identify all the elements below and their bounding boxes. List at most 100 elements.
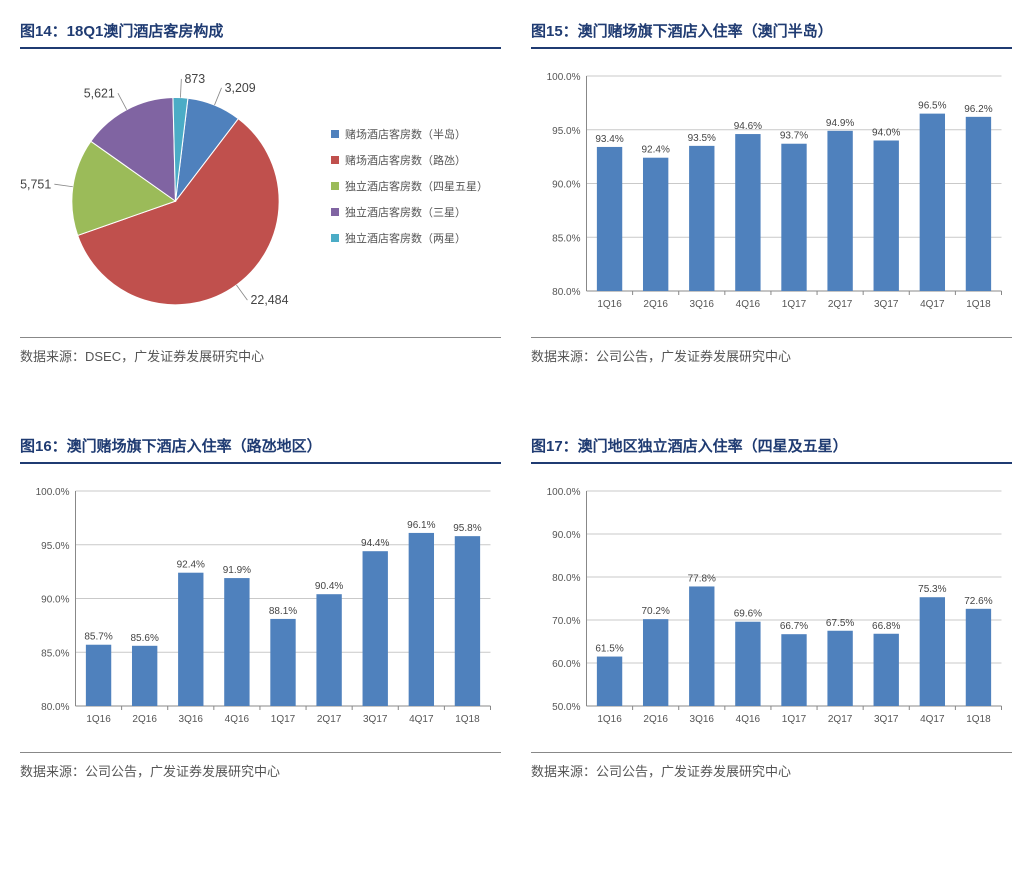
data-source: 数据来源：公司公告，广发证券发展研究中心	[531, 752, 1012, 780]
svg-text:5,621: 5,621	[84, 87, 115, 101]
svg-text:4Q17: 4Q17	[409, 714, 434, 725]
svg-text:2Q17: 2Q17	[828, 299, 853, 310]
legend-item: 独立酒店客房数（两星）	[331, 230, 501, 246]
panel-title: 图14：18Q1澳门酒店客房构成	[20, 20, 501, 49]
legend-swatch	[331, 234, 339, 242]
svg-text:92.4%: 92.4%	[641, 145, 669, 156]
svg-text:93.5%: 93.5%	[688, 133, 716, 144]
legend-item: 赌场酒店客房数（半岛）	[331, 126, 501, 142]
svg-text:91.9%: 91.9%	[223, 565, 251, 576]
svg-text:77.8%: 77.8%	[688, 573, 716, 584]
svg-text:70.2%: 70.2%	[641, 606, 669, 617]
bar-chart-2: 80.0%85.0%90.0%95.0%100.0%85.7%1Q1685.6%…	[20, 476, 501, 736]
legend-item: 赌场酒店客房数（路氹）	[331, 152, 501, 168]
svg-text:85.0%: 85.0%	[41, 648, 69, 659]
svg-text:88.1%: 88.1%	[269, 606, 297, 617]
legend-swatch	[331, 156, 339, 164]
svg-text:85.0%: 85.0%	[552, 233, 580, 244]
svg-text:80.0%: 80.0%	[552, 287, 580, 298]
svg-text:1Q17: 1Q17	[782, 299, 807, 310]
svg-text:75.3%: 75.3%	[918, 584, 946, 595]
svg-text:3,209: 3,209	[225, 81, 256, 95]
pie-legend: 赌场酒店客房数（半岛） 赌场酒店客房数（路氹） 独立酒店客房数（四星五星） 独立酒店客…	[331, 126, 501, 256]
legend-item: 独立酒店客房数（四星五星）	[331, 178, 501, 194]
bar-svg: 50.0%60.0%70.0%80.0%90.0%100.0%61.5%1Q16…	[531, 476, 1012, 736]
svg-text:93.4%: 93.4%	[595, 134, 623, 145]
svg-text:85.6%: 85.6%	[130, 633, 158, 644]
bar-svg: 80.0% 85.0% 90.0% 95.0% 100.0% 93.4% 1Q16 92.4%…	[531, 61, 1012, 321]
bar-chart-1: 80.0% 85.0% 90.0% 95.0% 100.0% 93.4% 1Q16 92.4%…	[531, 61, 1012, 321]
svg-text:3Q16: 3Q16	[690, 299, 715, 310]
svg-text:4Q16: 4Q16	[225, 714, 250, 725]
svg-text:66.7%: 66.7%	[780, 621, 808, 632]
svg-text:1Q17: 1Q17	[271, 714, 296, 725]
data-source: 数据来源：公司公告，广发证券发展研究中心	[531, 337, 1012, 365]
svg-text:4Q17: 4Q17	[920, 299, 945, 310]
svg-text:873: 873	[184, 72, 205, 86]
svg-text:94.4%: 94.4%	[361, 538, 389, 549]
svg-text:90.0%: 90.0%	[552, 530, 580, 541]
bar-chart-3: 50.0%60.0%70.0%80.0%90.0%100.0%61.5%1Q16…	[531, 476, 1012, 736]
panel-title: 图15：澳门赌场旗下酒店入住率（澳门半岛）	[531, 20, 1012, 49]
legend-swatch	[331, 208, 339, 216]
svg-text:94.9%: 94.9%	[826, 118, 854, 129]
pie-chart: 3,20922,4845,7515,621873 赌场酒店客房数（半岛）赌场酒店…	[20, 61, 501, 321]
svg-text:1Q18: 1Q18	[966, 714, 991, 725]
svg-text:94.6%: 94.6%	[734, 121, 762, 132]
bar-svg: 80.0%85.0%90.0%95.0%100.0%85.7%1Q1685.6%…	[20, 476, 501, 736]
svg-text:61.5%: 61.5%	[595, 644, 623, 655]
svg-text:95.0%: 95.0%	[552, 126, 580, 137]
svg-text:3Q16: 3Q16	[179, 714, 204, 725]
svg-text:94.0%: 94.0%	[872, 128, 900, 139]
svg-text:80.0%: 80.0%	[552, 573, 580, 584]
svg-text:96.1%: 96.1%	[407, 520, 435, 531]
svg-text:92.4%: 92.4%	[177, 560, 205, 571]
svg-text:1Q16: 1Q16	[597, 714, 622, 725]
svg-text:95.8%: 95.8%	[453, 523, 481, 534]
data-source: 数据来源：公司公告，广发证券发展研究中心	[20, 752, 501, 780]
legend-label: 独立酒店客房数（四星五星）	[345, 178, 488, 194]
svg-text:1Q17: 1Q17	[782, 714, 807, 725]
svg-text:2Q16: 2Q16	[643, 299, 668, 310]
legend-swatch	[331, 182, 339, 190]
svg-text:66.8%: 66.8%	[872, 621, 900, 632]
chart-grid: 图14：18Q1澳门酒店客房构成 3,209 22,484 5,751 5,621 87…	[20, 20, 1012, 780]
svg-text:1Q18: 1Q18	[455, 714, 480, 725]
svg-text:3Q17: 3Q17	[874, 714, 899, 725]
panel-bar2: 图16：澳门赌场旗下酒店入住率（路氹地区） 80.0%85.0%90.0%95.…	[20, 435, 501, 780]
svg-text:95.0%: 95.0%	[41, 541, 69, 552]
svg-text:69.6%: 69.6%	[734, 609, 762, 620]
svg-text:93.7%: 93.7%	[780, 131, 808, 142]
legend-label: 赌场酒店客房数（半岛）	[345, 126, 466, 142]
svg-text:3Q17: 3Q17	[363, 714, 388, 725]
panel-bar1: 图15：澳门赌场旗下酒店入住率（澳门半岛） 80.0% 85.0% 90.0% 95.…	[531, 20, 1012, 365]
svg-text:4Q16: 4Q16	[736, 299, 761, 310]
svg-text:96.5%: 96.5%	[918, 101, 946, 112]
svg-text:4Q17: 4Q17	[920, 714, 945, 725]
panel-title: 图17：澳门地区独立酒店入住率（四星及五星）	[531, 435, 1012, 464]
legend-label: 独立酒店客房数（两星）	[345, 230, 466, 246]
svg-text:1Q16: 1Q16	[597, 299, 622, 310]
svg-text:3Q16: 3Q16	[690, 714, 715, 725]
legend-label: 赌场酒店客房数（路氹）	[345, 152, 466, 168]
panel-bar3: 图17：澳门地区独立酒店入住率（四星及五星） 50.0%60.0%70.0%80…	[531, 435, 1012, 780]
svg-text:100.0%: 100.0%	[547, 72, 581, 83]
svg-text:72.6%: 72.6%	[964, 596, 992, 607]
svg-text:90.0%: 90.0%	[552, 180, 580, 191]
svg-text:90.0%: 90.0%	[41, 595, 69, 606]
data-source: 数据来源：DSEC，广发证券发展研究中心	[20, 337, 501, 365]
svg-text:70.0%: 70.0%	[552, 616, 580, 627]
svg-text:5,751: 5,751	[20, 178, 51, 192]
legend-item: 独立酒店客房数（三星）	[331, 204, 501, 220]
svg-text:22,484: 22,484	[251, 293, 289, 307]
svg-text:4Q16: 4Q16	[736, 714, 761, 725]
svg-text:85.7%: 85.7%	[84, 632, 112, 643]
svg-text:100.0%: 100.0%	[36, 487, 70, 498]
svg-text:2Q16: 2Q16	[643, 714, 668, 725]
legend-label: 独立酒店客房数（三星）	[345, 204, 466, 220]
pie-svg: 3,209 22,484 5,751 5,621 873	[20, 56, 331, 326]
svg-text:2Q16: 2Q16	[132, 714, 157, 725]
svg-text:1Q18: 1Q18	[966, 299, 991, 310]
svg-text:2Q17: 2Q17	[828, 714, 853, 725]
svg-text:67.5%: 67.5%	[826, 618, 854, 629]
